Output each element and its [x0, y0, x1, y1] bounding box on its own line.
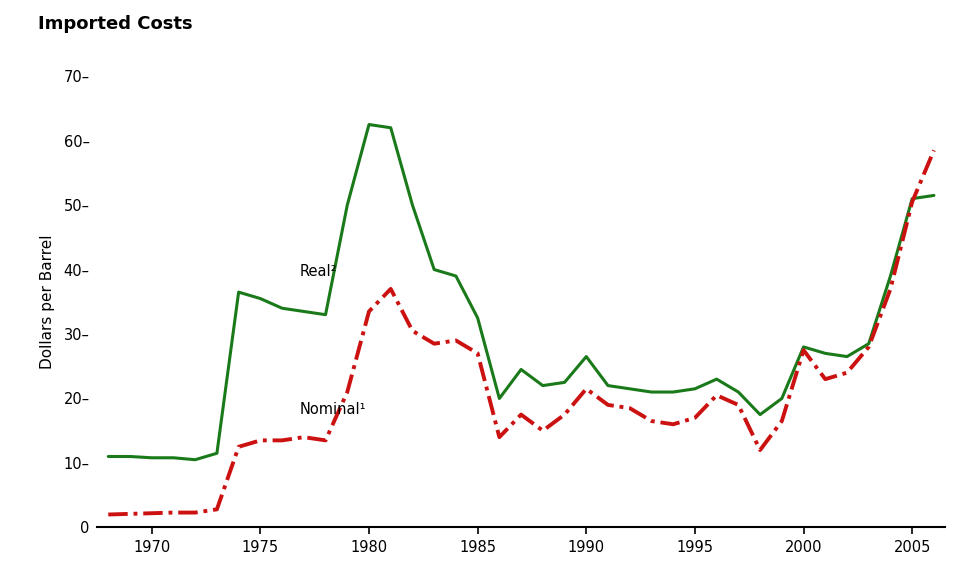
Text: Imported Costs: Imported Costs: [38, 15, 193, 33]
Text: Nominal¹: Nominal¹: [299, 402, 366, 417]
Y-axis label: Dollars per Barrel: Dollars per Barrel: [40, 234, 56, 369]
Text: Real²: Real²: [299, 264, 337, 279]
